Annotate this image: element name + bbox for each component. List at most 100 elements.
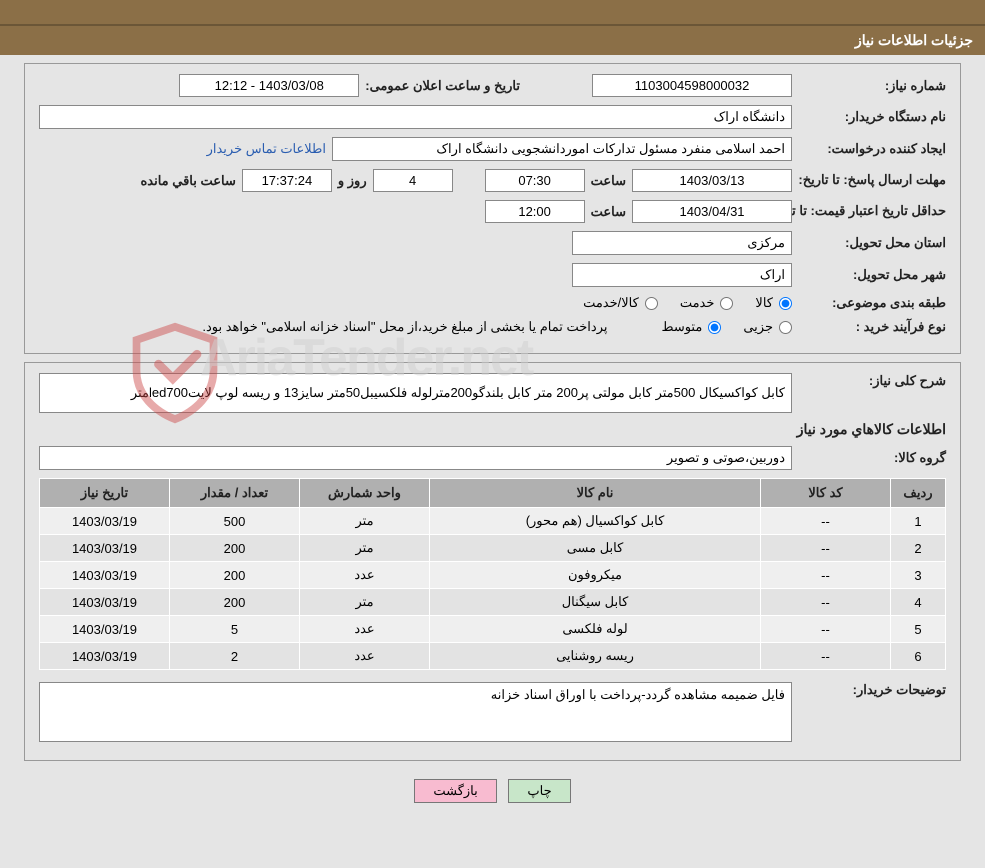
table-row: 1--کابل کواکسیال (هم محور)متر5001403/03/… <box>40 508 946 535</box>
radio-goods-service-label: کالا/خدمت <box>583 295 639 311</box>
cell-name: میکروفون <box>430 562 761 589</box>
cell-date: 1403/03/19 <box>40 535 170 562</box>
cell-name: کابل سیگنال <box>430 589 761 616</box>
requester-label: ایجاد کننده درخواست: <box>798 141 946 157</box>
cell-code: -- <box>761 589 891 616</box>
cell-date: 1403/03/19 <box>40 643 170 670</box>
cell-unit: متر <box>300 508 430 535</box>
cell-qty: 200 <box>170 562 300 589</box>
cell-unit: متر <box>300 589 430 616</box>
process-note: پرداخت تمام یا بخشی از مبلغ خرید،از محل … <box>202 319 607 335</box>
cell-code: -- <box>761 508 891 535</box>
top-bar <box>0 0 985 26</box>
radio-partial[interactable] <box>779 321 792 334</box>
table-row: 3--میکروفونعدد2001403/03/19 <box>40 562 946 589</box>
radio-goods[interactable] <box>779 297 792 310</box>
cell-n: 2 <box>891 535 946 562</box>
cell-name: کابل کواکسیال (هم محور) <box>430 508 761 535</box>
cell-code: -- <box>761 643 891 670</box>
th-row: ردیف <box>891 479 946 508</box>
time-word-2: ساعت <box>591 204 626 220</box>
radio-goods-label: کالا <box>755 295 773 311</box>
items-section-title: اطلاعات کالاهاي مورد نیاز <box>39 421 946 438</box>
radio-service-label: خدمت <box>680 295 715 311</box>
radio-goods-service[interactable] <box>645 297 658 310</box>
cell-code: -- <box>761 562 891 589</box>
cell-unit: متر <box>300 535 430 562</box>
cell-n: 3 <box>891 562 946 589</box>
countdown: 17:37:24 <box>242 169 332 192</box>
need-number-value: 1103004598000032 <box>592 74 792 97</box>
cell-date: 1403/03/19 <box>40 616 170 643</box>
th-unit: واحد شمارش <box>300 479 430 508</box>
cell-name: لوله فلکسی <box>430 616 761 643</box>
cell-date: 1403/03/19 <box>40 508 170 535</box>
validity-date: 1403/04/31 <box>632 200 792 223</box>
cell-qty: 5 <box>170 616 300 643</box>
back-button[interactable]: بازگشت <box>414 779 496 803</box>
requester-value: احمد اسلامی منفرد مسئول تدارکات اموردانش… <box>332 137 792 161</box>
cell-qty: 200 <box>170 589 300 616</box>
cell-qty: 200 <box>170 535 300 562</box>
cell-unit: عدد <box>300 643 430 670</box>
buyer-org-value: دانشگاه اراک <box>39 105 792 129</box>
buyer-note-value: فایل ضمیمه مشاهده گردد-پرداخت با اوراق ا… <box>39 682 792 742</box>
city-label: شهر محل تحویل: <box>798 267 946 283</box>
cell-unit: عدد <box>300 616 430 643</box>
button-bar: چاپ بازگشت <box>0 769 985 817</box>
cell-n: 5 <box>891 616 946 643</box>
th-date: تاریخ نیاز <box>40 479 170 508</box>
deadline-date: 1403/03/13 <box>632 169 792 192</box>
radio-service[interactable] <box>720 297 733 310</box>
radio-partial-label: جزیی <box>743 319 773 335</box>
th-qty: تعداد / مقدار <box>170 479 300 508</box>
category-radio-group: کالا خدمت کالا/خدمت <box>565 295 792 311</box>
deadline-time: 07:30 <box>485 169 585 192</box>
days-count: 4 <box>373 169 453 192</box>
city-value: اراک <box>572 263 792 287</box>
cell-n: 1 <box>891 508 946 535</box>
info-panel: شماره نیاز: 1103004598000032 تاریخ و ساع… <box>24 63 961 354</box>
radio-medium[interactable] <box>708 321 721 334</box>
cell-qty: 2 <box>170 643 300 670</box>
buyer-org-label: نام دستگاه خریدار: <box>798 109 946 125</box>
process-radio-group: جزیی متوسط <box>643 319 792 335</box>
th-name: نام کالا <box>430 479 761 508</box>
process-type-label: نوع فرآیند خرید : <box>798 319 946 335</box>
time-word-1: ساعت <box>591 173 626 189</box>
detail-panel: شرح کلی نیاز: کابل کواکسیکال 500متر کابل… <box>24 362 961 761</box>
validity-label: حداقل تاریخ اعتبار قیمت: تا تاریخ: <box>798 203 946 220</box>
th-code: کد کالا <box>761 479 891 508</box>
buyer-note-label: توضیحات خریدار: <box>798 682 946 698</box>
cell-date: 1403/03/19 <box>40 562 170 589</box>
province-value: مرکزی <box>572 231 792 255</box>
group-label: گروه کالا: <box>798 450 946 466</box>
cell-code: -- <box>761 616 891 643</box>
announce-dt-label: تاریخ و ساعت اعلان عمومی: <box>365 78 520 94</box>
cell-n: 4 <box>891 589 946 616</box>
category-label: طبقه بندی موضوعی: <box>798 295 946 311</box>
buyer-contact-link[interactable]: اطلاعات تماس خریدار <box>207 141 326 157</box>
need-number-label: شماره نیاز: <box>798 78 946 94</box>
table-row: 6--ریسه روشناییعدد21403/03/19 <box>40 643 946 670</box>
validity-time: 12:00 <box>485 200 585 223</box>
radio-medium-label: متوسط <box>661 319 702 335</box>
group-value: دوربین،صوتی و تصویر <box>39 446 792 470</box>
deadline-label: مهلت ارسال پاسخ: تا تاریخ: <box>798 172 946 189</box>
page-title: جزئیات اطلاعات نیاز <box>855 32 973 48</box>
remaining-word: ساعت باقي مانده <box>140 173 235 189</box>
desc-value: کابل کواکسیکال 500متر کابل مولتی پر200 م… <box>39 373 792 413</box>
print-button[interactable]: چاپ <box>508 779 570 803</box>
page-header: جزئیات اطلاعات نیاز <box>0 26 985 55</box>
table-row: 4--کابل سیگنالمتر2001403/03/19 <box>40 589 946 616</box>
cell-name: ریسه روشنایی <box>430 643 761 670</box>
cell-name: کابل مسی <box>430 535 761 562</box>
cell-n: 6 <box>891 643 946 670</box>
announce-dt-value: 1403/03/08 - 12:12 <box>179 74 359 97</box>
table-row: 5--لوله فلکسیعدد51403/03/19 <box>40 616 946 643</box>
cell-code: -- <box>761 535 891 562</box>
desc-label: شرح کلی نیاز: <box>798 373 946 389</box>
province-label: استان محل تحویل: <box>798 235 946 251</box>
cell-qty: 500 <box>170 508 300 535</box>
days-and-word: روز و <box>338 173 367 189</box>
